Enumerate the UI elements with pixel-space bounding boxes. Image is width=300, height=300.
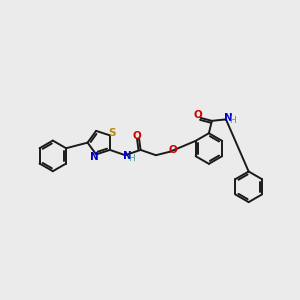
Text: H: H — [128, 154, 135, 163]
Text: N: N — [123, 151, 132, 161]
Text: O: O — [193, 110, 202, 120]
Text: O: O — [169, 146, 177, 155]
Text: O: O — [132, 131, 141, 141]
Text: S: S — [108, 128, 116, 138]
Text: H: H — [229, 116, 236, 125]
Text: N: N — [224, 112, 233, 123]
Text: N: N — [90, 152, 99, 162]
